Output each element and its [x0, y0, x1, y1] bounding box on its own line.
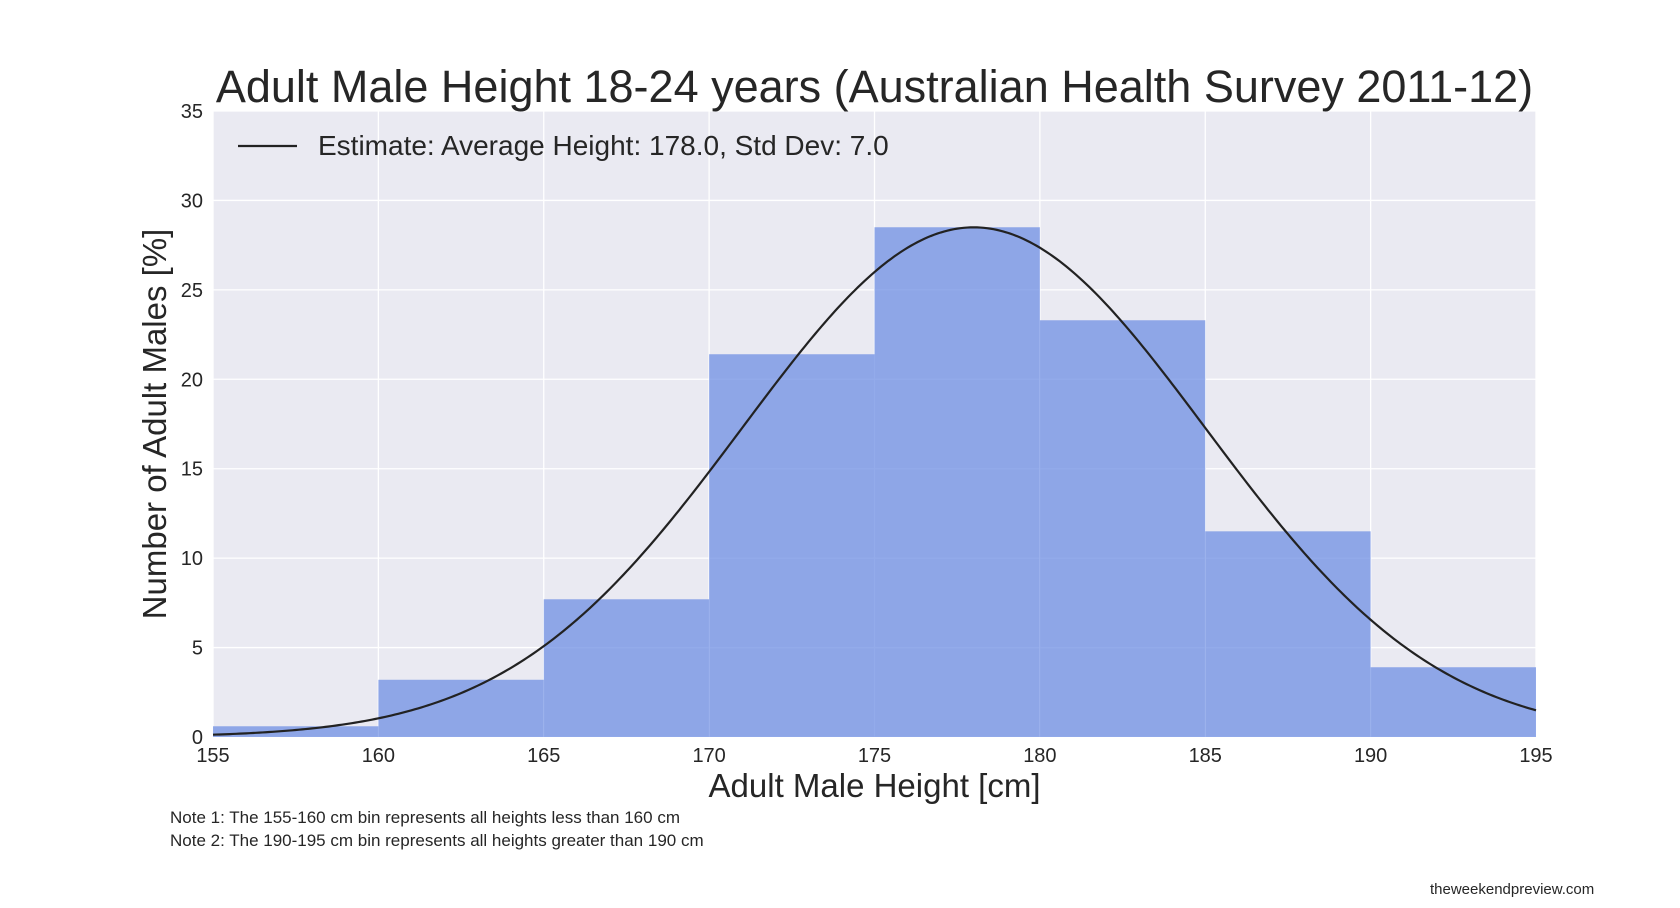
histogram-bar [543, 599, 710, 737]
legend-label: Estimate: Average Height: 178.0, Std Dev… [318, 130, 889, 161]
legend: Estimate: Average Height: 178.0, Std Dev… [238, 130, 889, 161]
y-tick-label: 25 [181, 280, 203, 302]
histogram-bar [1205, 531, 1371, 737]
x-tick-label: 170 [692, 745, 725, 767]
normal-fit-curve [212, 226, 1537, 736]
tick-labels: 155 160 165 170 175 180 185 190 195 0 5 10 15 20 25 30 3… [181, 101, 1553, 767]
histogram-bar [709, 354, 875, 737]
y-axis-label: Number of Adult Males [%] [136, 229, 173, 620]
histogram-bar [874, 227, 1040, 737]
chart-title: Adult Male Height 18-24 years (Australia… [216, 61, 1533, 112]
x-tick-label: 165 [527, 745, 560, 767]
y-tick-label: 35 [181, 101, 203, 123]
y-tick-label: 20 [181, 369, 203, 391]
x-axis-label: Adult Male Height [cm] [709, 767, 1041, 804]
histogram-bar [213, 726, 379, 737]
x-tick-label: 185 [1189, 745, 1222, 767]
y-tick-label: 0 [192, 727, 203, 749]
x-tick-label: 175 [858, 745, 891, 767]
source-watermark: theweekendpreview.com [1430, 881, 1595, 898]
histogram-bar [1039, 320, 1206, 737]
x-tick-label: 195 [1519, 745, 1552, 767]
footnote-2: Note 2: The 190-195 cm bin represents al… [170, 831, 704, 850]
x-tick-label: 180 [1023, 745, 1056, 767]
footnote-1: Note 1: The 155-160 cm bin represents al… [170, 808, 680, 827]
y-tick-label: 15 [181, 459, 203, 481]
x-tick-label: 155 [196, 745, 229, 767]
x-tick-label: 190 [1354, 745, 1387, 767]
x-tick-label: 160 [362, 745, 395, 767]
y-tick-label: 10 [181, 548, 203, 570]
histogram-bar [378, 679, 544, 737]
y-tick-label: 5 [192, 638, 203, 660]
y-tick-label: 30 [181, 190, 203, 212]
histogram-bars [213, 227, 1536, 737]
